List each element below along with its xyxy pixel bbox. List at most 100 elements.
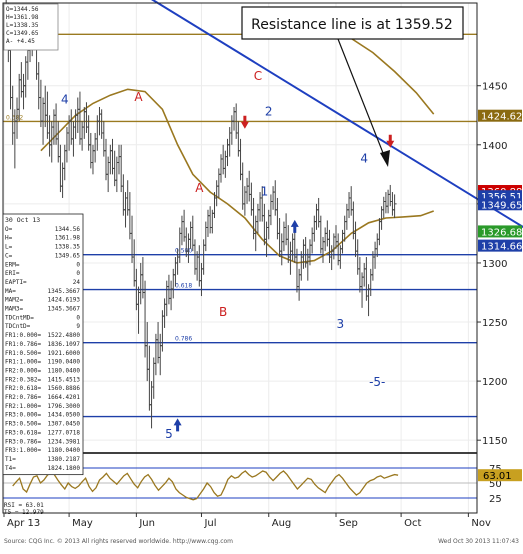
data-box-key: FR2:0.382= (5, 376, 42, 383)
price-tag-label: 1314.66 (481, 242, 522, 253)
wave-label: 3 (337, 317, 345, 331)
x-tick-label: Sep (339, 518, 358, 529)
level-label: 0.500 (175, 248, 192, 255)
x-tick-label: Oct (404, 518, 421, 529)
data-box-key: ERM= (5, 261, 20, 268)
data-box-key: FR3:0.000= (5, 412, 42, 419)
rsi-last-tag-label: 63.01 (483, 471, 512, 482)
data-box-value: 1921.6000 (47, 350, 80, 357)
wave-label: A (195, 181, 204, 195)
signal-arrow-icon (173, 418, 182, 432)
x-tick-label: Nov (471, 518, 491, 529)
rsi-tick-label: 50 (489, 479, 502, 490)
data-box-value: 1277.0718 (47, 429, 80, 436)
data-box-value: 1190.0400 (47, 359, 80, 366)
data-box-key: FR2:0.618= (5, 385, 42, 392)
data-box-key: FR3:0.500= (5, 421, 42, 428)
price-tag (478, 109, 522, 122)
info-box-line: L=1338.35 (6, 22, 39, 29)
data-box-key: T1= (5, 456, 16, 463)
callout-box (241, 6, 464, 40)
signal-arrow-icon (290, 219, 299, 233)
data-box-key: FR1:0.786= (5, 341, 42, 348)
data-box-date: 30 Oct 13 (5, 216, 40, 224)
data-box-key: FR3:0.786= (5, 438, 42, 445)
wave-label: 1 (261, 185, 269, 199)
data-box-value: 1560.8886 (47, 385, 80, 392)
y-tick-label: 1200 (482, 377, 507, 388)
price-tag-label: 1349.65 (481, 200, 522, 211)
y-tick-label: 1400 (482, 141, 507, 152)
data-box-value: 1180.0400 (47, 367, 80, 374)
rsi-tick-label: 25 (489, 494, 502, 505)
data-box-key: MAM2= (5, 297, 23, 304)
x-tick-label: Aug (272, 518, 292, 529)
data-box-value: 1424.6193 (47, 297, 80, 304)
data-box-value: 1307.0450 (47, 421, 80, 428)
moving-average-MA1 (40, 88, 434, 264)
data-box-value: 1344.56 (55, 226, 81, 233)
signal-arrow-icon (240, 115, 249, 129)
data-box-key: FR1:1.000= (5, 359, 42, 366)
price-tag (478, 198, 522, 211)
x-tick-label: May (72, 518, 93, 529)
data-box-value: 0 (76, 270, 80, 277)
footer-timestamp: Wed Oct 30 2013 11:07:43 (438, 538, 519, 545)
data-box-key: FR2:0.000= (5, 367, 42, 374)
data-box (2, 213, 84, 476)
wave-label: 4 (360, 152, 368, 166)
data-box-value: 0 (76, 261, 80, 268)
rsi-readout: RSI = 63.01 (4, 502, 44, 509)
data-box-value: 0 (76, 314, 80, 321)
data-box-value: 24 (73, 279, 81, 286)
data-box-value: 1234.3981 (47, 438, 80, 445)
y-tick-label: 1300 (482, 259, 507, 270)
data-box-value: 1380.2187 (47, 456, 80, 463)
data-box-key: O= (5, 226, 13, 233)
ohlc-bar (392, 194, 397, 219)
data-box-key: ERI= (5, 270, 20, 277)
data-box-key: FR3:0.618= (5, 429, 42, 436)
data-box-key: H= (5, 235, 13, 242)
level-label: 0.786 (175, 336, 192, 343)
data-box-value: 1345.3667 (47, 306, 80, 313)
data-box-key: FR3:1.000= (5, 447, 42, 454)
data-box-value: 1361.98 (55, 235, 81, 242)
resistance-trend-line (151, 0, 523, 229)
callout-arrowhead-icon (380, 150, 390, 167)
x-tick-label: Jul (203, 518, 216, 529)
wave-label: A (134, 90, 143, 104)
wave-label: B (219, 305, 227, 319)
wave-label: 2 (265, 104, 273, 118)
data-box-value: 1522.4800 (47, 332, 80, 339)
data-box-key: FR2:0.786= (5, 394, 42, 401)
info-box-line: A- +4.45 (6, 38, 35, 45)
callout-pointer (337, 38, 386, 159)
x-tick-label: Apr 13 (7, 518, 40, 529)
data-box-key: FR2:1.000= (5, 403, 42, 410)
data-box-value: 1415.4513 (47, 376, 80, 383)
data-box-key: FR1:0.000= (5, 332, 42, 339)
level-label: 0.618 (175, 283, 192, 290)
callout-text: Resistance line is at 1359.52 (251, 17, 453, 33)
info-box-line: O=1344.56 (6, 6, 39, 13)
data-box-value: 1434.0500 (47, 412, 80, 419)
price-tag (478, 225, 522, 238)
data-box-key: FR1:0.500= (5, 350, 42, 357)
data-box-value: 1836.1097 (47, 341, 80, 348)
data-box-value: 1824.1800 (47, 465, 80, 472)
y-tick-label: 1150 (482, 436, 507, 447)
data-box-key: C= (5, 252, 13, 259)
data-box-value: 1796.3000 (47, 403, 80, 410)
info-box-line: C=1349.65 (6, 30, 39, 37)
info-box-line: H=1361.98 (6, 14, 39, 21)
wave-label: 5 (165, 427, 173, 441)
data-box-value: 1338.35 (55, 244, 81, 251)
y-tick-label: 1450 (482, 82, 507, 93)
wave-label: 4 (61, 92, 69, 106)
data-box-value: 1349.65 (55, 252, 81, 259)
data-box-value: 1664.4201 (47, 394, 80, 401)
data-box-key: TDCntMD= (5, 314, 34, 321)
data-box-key: TDCntD= (5, 323, 31, 330)
